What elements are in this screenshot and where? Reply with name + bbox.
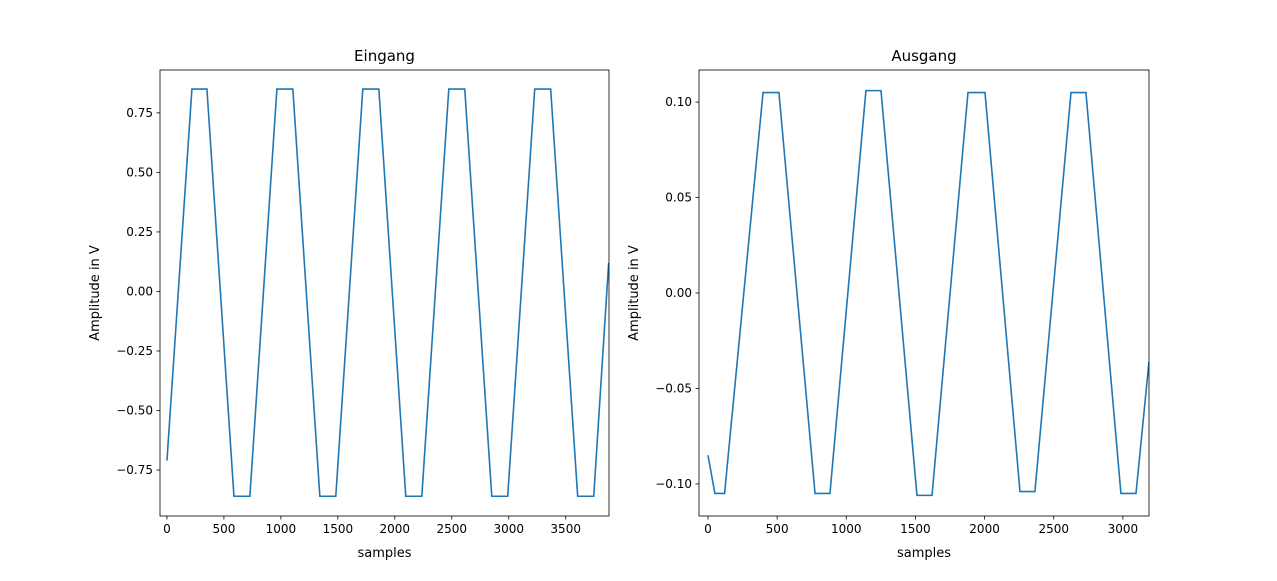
x-tick-label: 2000 — [969, 522, 1000, 536]
y-tick-label: 0.00 — [665, 286, 692, 300]
axes-frame — [159, 69, 610, 517]
y-tick-label: 0.05 — [665, 191, 692, 205]
x-tick-label: 3500 — [550, 522, 581, 536]
data-line — [166, 88, 609, 498]
y-tick-label: −0.50 — [116, 404, 153, 418]
y-tick-label: 0.10 — [665, 95, 692, 109]
x-tick-label: 0 — [163, 522, 171, 536]
x-tick-label: 2500 — [437, 522, 468, 536]
x-tick-label: 1000 — [266, 522, 297, 536]
y-tick-label: 0.75 — [126, 106, 153, 120]
x-tick-label: 1500 — [900, 522, 931, 536]
x-tick-label: 0 — [704, 522, 712, 536]
x-tick-label: 2500 — [1038, 522, 1069, 536]
chart-title: Ausgang — [891, 47, 956, 65]
chart-title: Eingang — [354, 47, 415, 65]
x-tick-label: 500 — [212, 522, 235, 536]
x-tick-label: 3000 — [493, 522, 524, 536]
y-tick-label: −0.25 — [116, 344, 153, 358]
y-tick-label: 0.50 — [126, 165, 153, 179]
data-line — [707, 89, 1149, 497]
y-tick-label: 0.25 — [126, 225, 153, 239]
x-tick-label: 2000 — [380, 522, 411, 536]
y-tick-label: 0.00 — [126, 284, 153, 298]
y-tick-label: −0.05 — [655, 381, 692, 395]
y-tick-label: −0.10 — [655, 477, 692, 491]
x-axis-label: samples — [897, 546, 951, 561]
x-tick-label: 1500 — [323, 522, 354, 536]
axes-frame — [698, 69, 1150, 517]
y-axis-label: Amplitude in V — [88, 245, 103, 341]
y-tick-label: −0.75 — [116, 463, 153, 477]
x-tick-label: 500 — [766, 522, 789, 536]
y-axis-label: Amplitude in V — [627, 245, 642, 341]
x-tick-label: 1000 — [831, 522, 862, 536]
x-axis-label: samples — [357, 546, 411, 561]
x-tick-label: 3000 — [1108, 522, 1139, 536]
